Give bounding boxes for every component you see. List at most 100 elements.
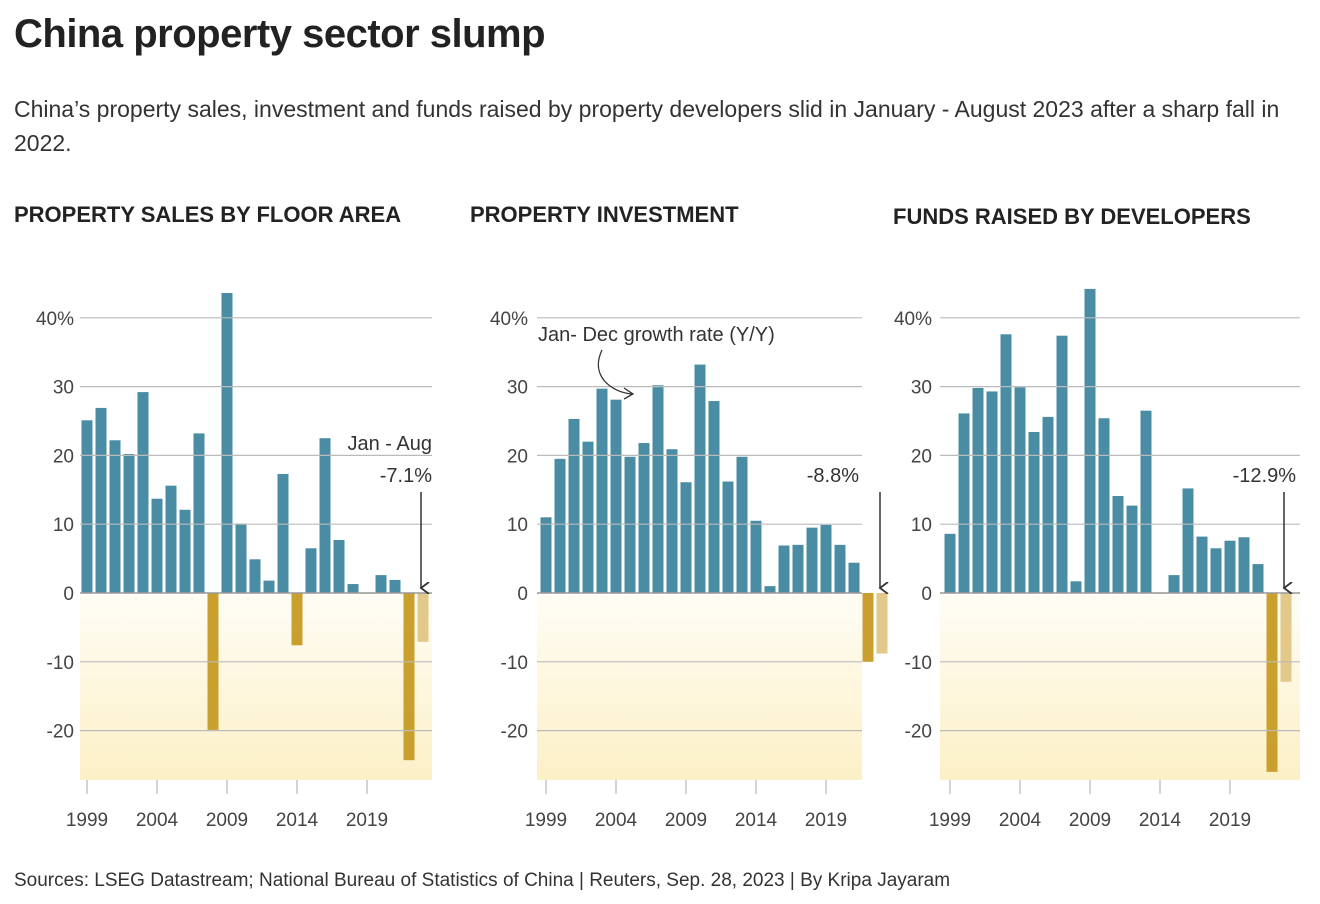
x-tick-label: 2004 xyxy=(999,810,1042,831)
y-tick-label: 40% xyxy=(36,309,74,330)
bar-2008 xyxy=(1070,581,1082,593)
x-tick-label: 2009 xyxy=(206,810,248,831)
bar-2010 xyxy=(1098,418,1110,593)
y-tick-label: 40% xyxy=(490,309,528,330)
y-tick-label: 40% xyxy=(894,309,932,330)
bar-2006 xyxy=(638,443,650,593)
bar-2011 xyxy=(708,401,720,593)
bar-2004 xyxy=(610,399,622,593)
x-tick-label: 1999 xyxy=(525,810,567,831)
annotation-arrowhead xyxy=(623,387,635,400)
bar-2013 xyxy=(736,456,748,593)
source-note: Sources: LSEG Datastream; National Burea… xyxy=(14,870,951,891)
bar-1999 xyxy=(944,533,956,593)
bar-2005 xyxy=(165,485,177,593)
y-tick-label: 20 xyxy=(507,446,528,467)
bar-2009 xyxy=(1084,288,1096,593)
y-tick-label: 20 xyxy=(53,446,74,467)
bar-2015 xyxy=(305,548,317,593)
bar-2021 xyxy=(848,562,860,593)
bar-2006 xyxy=(179,509,191,593)
y-tick-label: 20 xyxy=(911,446,932,467)
y-tick-label: -20 xyxy=(47,722,74,743)
bar-2016 xyxy=(1182,488,1194,593)
bar-2018 xyxy=(806,527,818,593)
negative-zone xyxy=(940,593,1300,780)
bar-2006 xyxy=(1042,416,1054,593)
negative-zone xyxy=(80,593,432,780)
x-tick-label: 2014 xyxy=(1139,810,1182,831)
bar-1999 xyxy=(540,517,552,593)
bar-2013 xyxy=(277,473,289,593)
chart-subtitle: China’s property sales, investment and f… xyxy=(14,96,1280,156)
y-tick-label: 10 xyxy=(507,515,528,536)
y-tick-label: 30 xyxy=(911,378,932,399)
annotation-value: -12.9% xyxy=(1233,465,1297,487)
y-tick-label: -10 xyxy=(501,653,528,674)
bar-2005 xyxy=(1028,432,1040,593)
bar-2019 xyxy=(820,524,832,593)
y-tick-label: 10 xyxy=(911,515,932,536)
bar-2007 xyxy=(652,385,664,593)
panel-title-funds: FUNDS RAISED BY DEVELOPERS xyxy=(893,204,1251,229)
bar-2000 xyxy=(554,458,566,593)
bar-2023 xyxy=(1280,593,1292,682)
bar-2004 xyxy=(1014,387,1026,593)
bar-2013 xyxy=(1140,410,1152,593)
bar-2021 xyxy=(389,579,401,593)
y-tick-label: 30 xyxy=(507,378,528,399)
bar-2012 xyxy=(722,481,734,593)
bar-2008 xyxy=(666,449,678,593)
y-tick-label: 30 xyxy=(53,378,74,399)
x-tick-label: 2009 xyxy=(1069,810,1111,831)
bar-2018 xyxy=(347,584,359,593)
bar-2009 xyxy=(680,482,692,593)
bar-2000 xyxy=(95,407,107,593)
bar-2007 xyxy=(193,433,205,593)
bar-2011 xyxy=(249,559,261,593)
bar-2017 xyxy=(1196,536,1208,593)
bar-2002 xyxy=(582,441,594,593)
bar-2010 xyxy=(235,523,247,593)
bar-2020 xyxy=(1238,537,1250,593)
bar-2002 xyxy=(123,454,135,593)
y-tick-label: 0 xyxy=(63,584,74,605)
bar-2016 xyxy=(778,545,790,593)
bar-2020 xyxy=(834,544,846,593)
bar-2017 xyxy=(333,540,345,593)
bar-2009 xyxy=(221,293,233,593)
bar-2001 xyxy=(568,418,580,593)
y-tick-label: -10 xyxy=(905,653,932,674)
bar-2018 xyxy=(1210,548,1222,593)
panel-title-sales: PROPERTY SALES BY FLOOR AREA xyxy=(14,202,402,227)
bar-1999 xyxy=(81,420,93,593)
bar-2001 xyxy=(109,440,121,593)
bar-2023 xyxy=(876,593,888,654)
bar-2011 xyxy=(1112,495,1124,593)
x-tick-label: 2014 xyxy=(276,810,319,831)
y-tick-label: -20 xyxy=(905,722,932,743)
x-tick-label: 1999 xyxy=(929,810,971,831)
bar-2023 xyxy=(417,593,429,642)
x-tick-label: 2004 xyxy=(136,810,179,831)
annotation-jan-aug: Jan - Aug xyxy=(347,433,432,455)
bar-2004 xyxy=(151,498,163,593)
bar-2015 xyxy=(1168,575,1180,593)
chart-title: China property sector slump xyxy=(14,12,546,56)
x-tick-label: 1999 xyxy=(66,810,108,831)
bar-2019 xyxy=(1224,540,1236,593)
bar-2014 xyxy=(750,520,762,593)
annotation-arrow xyxy=(597,349,633,395)
bar-2005 xyxy=(624,456,636,593)
bar-2022 xyxy=(862,593,874,662)
y-tick-label: -20 xyxy=(501,722,528,743)
bar-2016 xyxy=(319,438,331,593)
x-tick-label: 2009 xyxy=(665,810,707,831)
bar-2010 xyxy=(694,364,706,593)
bar-2012 xyxy=(1126,505,1138,593)
x-tick-label: 2019 xyxy=(805,810,847,831)
bar-2014 xyxy=(291,593,303,646)
annotation-growth-rate: Jan- Dec growth rate (Y/Y) xyxy=(538,324,775,346)
negative-zone xyxy=(537,593,862,780)
